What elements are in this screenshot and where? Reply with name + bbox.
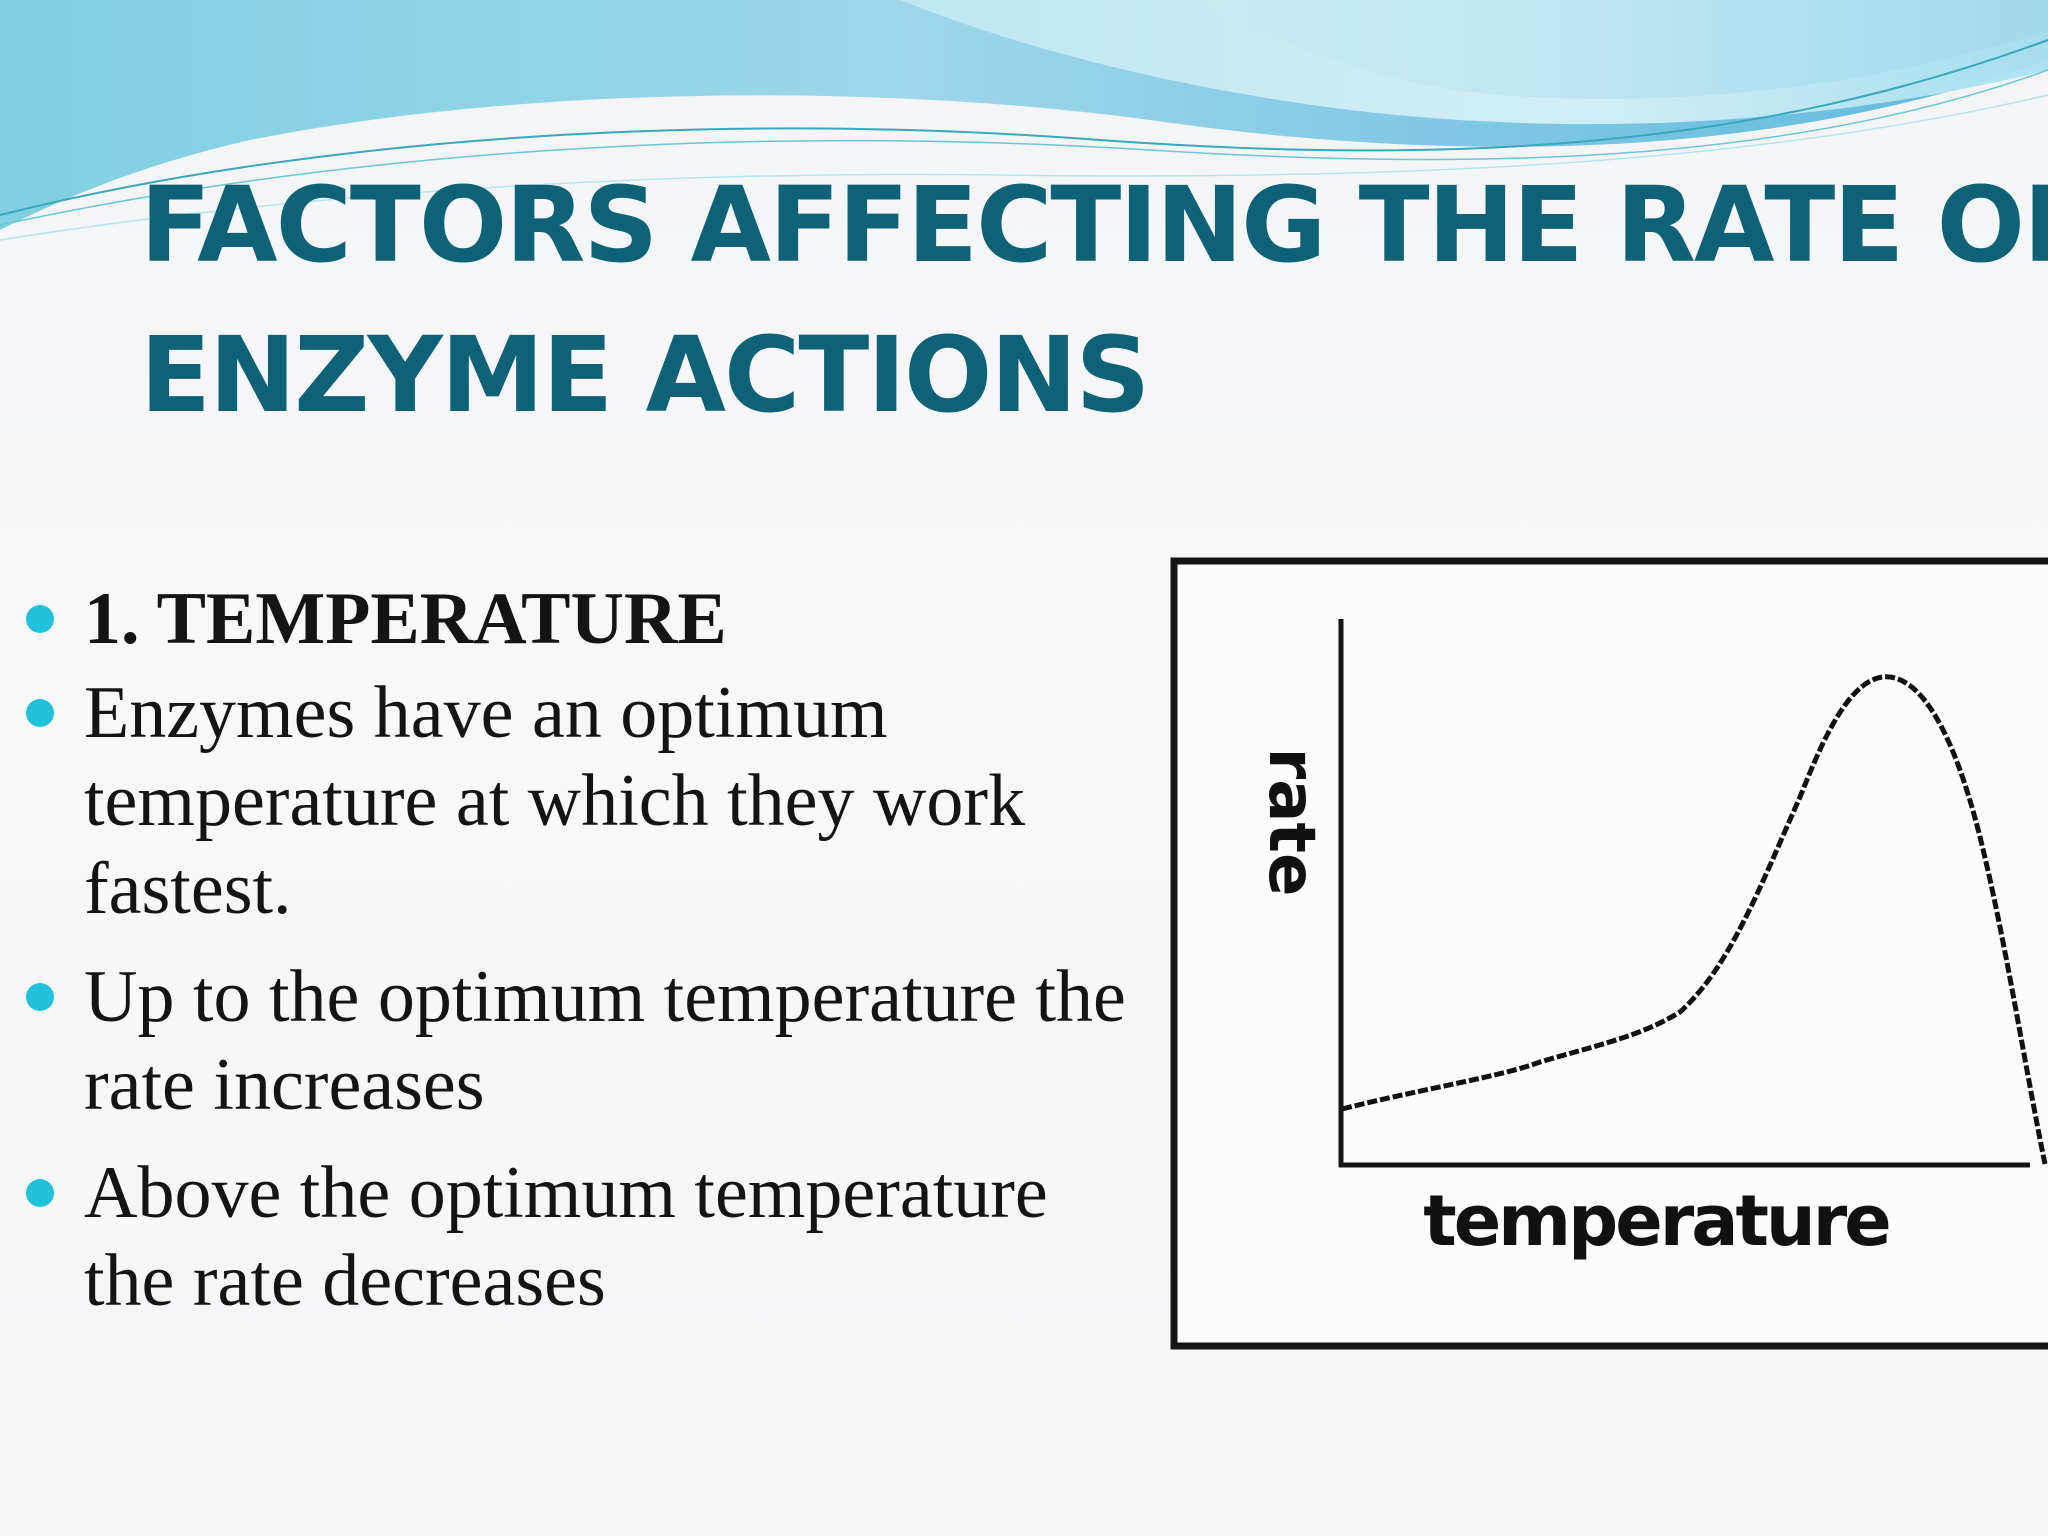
graph-frame xyxy=(1170,557,2048,1350)
slide-title: FACTORS AFFECTING THE RATE OF ENZYME ACT… xyxy=(140,150,2048,450)
slide-title-line-2: ENZYME ACTIONS xyxy=(140,314,1150,436)
temperature-rate-graph: rate temperature xyxy=(1170,557,2048,1350)
bullet-text: 1. TEMPERATURE xyxy=(84,578,727,660)
bullet-dot-icon xyxy=(26,605,54,633)
header-wave-decoration xyxy=(0,0,2048,241)
bullet-dot-icon xyxy=(26,1179,54,1207)
bullet-dot-icon xyxy=(26,699,54,727)
bullet-list: 1. TEMPERATURE Enzymes have an optimum t… xyxy=(24,575,1144,1345)
slide-title-line-1: FACTORS AFFECTING THE RATE OF xyxy=(140,164,2048,286)
bullet-item-optimum: Enzymes have an optimum temperature at w… xyxy=(24,669,1144,933)
bullet-item-temperature-heading: 1. TEMPERATURE xyxy=(24,575,1144,663)
bullet-text: Up to the optimum temperature the rate i… xyxy=(84,956,1126,1126)
y-axis-label: rate xyxy=(1254,748,1328,897)
x-axis-label: temperature xyxy=(1423,1180,1889,1262)
bullet-item-rate-decreases: Above the optimum temperature the rate d… xyxy=(24,1149,1144,1325)
bullet-text: Above the optimum temperature the rate d… xyxy=(84,1152,1048,1322)
bullet-dot-icon xyxy=(26,983,54,1011)
bullet-text: Enzymes have an optimum temperature at w… xyxy=(84,672,1026,930)
rate-curve xyxy=(1341,674,2048,1165)
bullet-item-rate-increases: Up to the optimum temperature the rate i… xyxy=(24,953,1144,1129)
